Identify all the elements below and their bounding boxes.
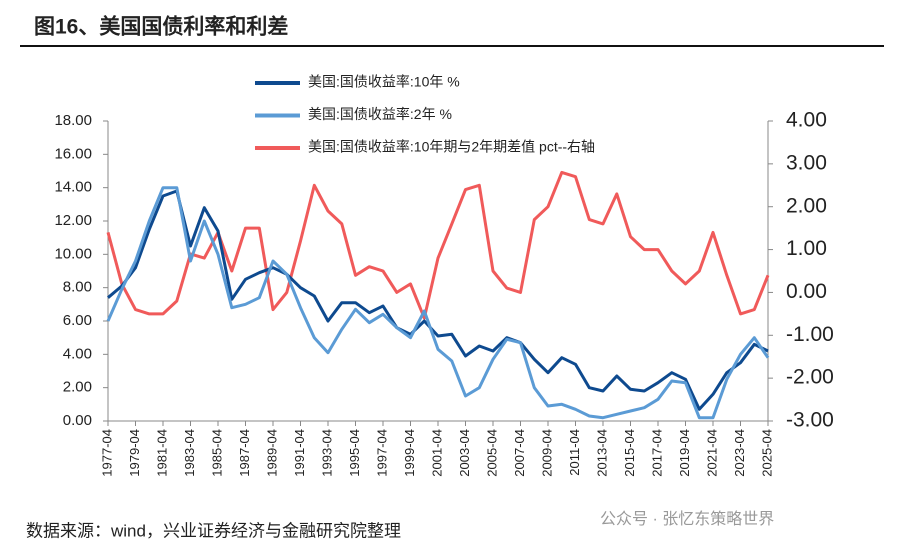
- y-tick-label: 2.00: [63, 379, 92, 396]
- y2-tick-label: 0.00: [786, 280, 827, 303]
- y-tick-label: 10.00: [54, 245, 92, 262]
- x-tick-label: 1993-04: [319, 429, 334, 477]
- figure-title: 图16、美国国债利率和利差: [34, 15, 288, 39]
- y-tick-label: 14.00: [54, 179, 92, 196]
- x-tick-label: 1985-04: [209, 429, 224, 477]
- x-tick-label: 2011-04: [567, 429, 582, 476]
- x-tick-label: 1997-04: [374, 429, 389, 477]
- x-tick-label: 1979-04: [127, 429, 142, 477]
- y2-tick-label: -2.00: [786, 366, 834, 389]
- x-tick-label: 1977-04: [99, 429, 114, 477]
- y2-tick-label: 4.00: [786, 109, 827, 132]
- series-line: [107, 189, 769, 411]
- x-tick-label: 2009-04: [539, 429, 554, 477]
- series-line: [106, 170, 770, 320]
- legend-label: 美国:国债收益率:2年 %: [308, 106, 452, 122]
- y-tick-label: 8.00: [63, 279, 92, 296]
- x-tick-label: 1995-04: [347, 429, 362, 477]
- legend-label: 美国:国债收益率:10年 %: [308, 74, 460, 90]
- x-tick-label: 2017-04: [649, 429, 664, 477]
- x-tick-label: 1987-04: [237, 429, 252, 477]
- x-tick-label: 2019-04: [677, 429, 692, 477]
- x-tick-label: 2007-04: [512, 429, 527, 477]
- y-tick-label: 18.00: [54, 112, 92, 129]
- x-tick-label: 2013-04: [594, 429, 609, 477]
- x-tick-label: 1981-04: [154, 429, 169, 477]
- y2-tick-label: 1.00: [786, 237, 827, 260]
- x-tick-label: 2025-04: [759, 429, 774, 477]
- legend-label: 美国:国债收益率:10年期与2年期差值 pct--右轴: [308, 139, 595, 155]
- x-tick-label: 2021-04: [704, 429, 719, 477]
- x-tick-label: 2003-04: [457, 429, 472, 477]
- y2-tick-label: 2.00: [786, 194, 827, 217]
- y-tick-label: 4.00: [63, 345, 92, 362]
- x-tick-label: 1989-04: [264, 429, 279, 477]
- series-line: [106, 186, 770, 420]
- x-tick-label: 2023-04: [732, 429, 747, 477]
- y-tick-label: 6.00: [63, 312, 92, 329]
- watermark: 公众号 · 张忆东策略世界: [600, 510, 774, 528]
- x-tick-label: 1991-04: [292, 429, 307, 477]
- x-tick-label: 1999-04: [402, 429, 417, 477]
- x-tick-label: 2005-04: [484, 429, 499, 477]
- x-tick-label: 1983-04: [182, 429, 197, 477]
- y2-tick-label: -3.00: [786, 409, 834, 432]
- y-tick-label: 0.00: [63, 412, 92, 429]
- x-tick-label: 2001-04: [429, 429, 444, 477]
- y-tick-label: 12.00: [54, 212, 92, 229]
- y2-tick-label: -1.00: [786, 323, 834, 346]
- y-tick-label: 16.00: [54, 145, 92, 162]
- source-note: 数据来源：wind，兴业证券经济与金融研究院整理: [26, 521, 401, 540]
- x-tick-label: 2015-04: [622, 429, 637, 477]
- y2-tick-label: 3.00: [786, 151, 827, 174]
